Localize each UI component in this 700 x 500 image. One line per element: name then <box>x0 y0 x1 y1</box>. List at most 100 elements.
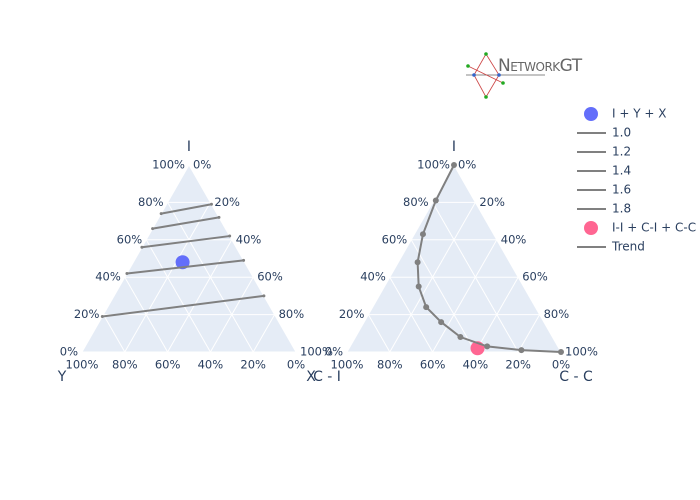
data-point <box>451 162 457 168</box>
plot-area <box>82 165 296 352</box>
grid-line <box>389 202 476 353</box>
legend-label: Trend <box>611 240 645 254</box>
b-tick-label: 0% <box>287 358 305 372</box>
data-point <box>414 259 421 266</box>
series-line <box>126 259 244 275</box>
a-axis-title: I <box>452 139 456 155</box>
ternary-plot: 0%20%40%60%80%100%0%20%40%60%80%100%0%20… <box>313 139 598 385</box>
legend-label: 1.4 <box>612 164 631 178</box>
legend-label: 1.8 <box>612 202 631 216</box>
b-tick-label: 20% <box>505 358 531 372</box>
legend-item: 1.2 <box>577 145 631 159</box>
a-tick-label: 80% <box>138 195 164 209</box>
b-tick-label: 60% <box>155 358 181 372</box>
data-point <box>432 197 439 204</box>
a-tick-label: 0% <box>325 345 343 359</box>
a-tick-label: 60% <box>382 232 408 246</box>
grid-line <box>517 314 541 353</box>
c-tick-label: 40% <box>236 232 262 246</box>
series-line <box>160 203 212 215</box>
data-point <box>209 202 213 206</box>
plot-area <box>347 165 561 352</box>
a-tick-label: 40% <box>360 270 386 284</box>
c-tick-label: 20% <box>479 195 505 209</box>
legend-label: 1.2 <box>612 145 631 159</box>
b-axis-title: C - I <box>313 369 341 385</box>
logo-line <box>485 74 500 98</box>
legend-label: 1.6 <box>612 183 631 197</box>
c-tick-label: 40% <box>501 232 527 246</box>
grid-line <box>453 164 562 353</box>
data-point <box>125 271 129 275</box>
logo-text: NetworkGT <box>498 56 583 76</box>
c-tick-label: 100% <box>565 345 598 359</box>
b-tick-label: 60% <box>420 358 446 372</box>
data-point <box>484 343 491 350</box>
logo-line <box>467 65 504 84</box>
data-point <box>419 231 426 238</box>
b-tick-label: 40% <box>463 358 489 372</box>
c-tick-label: 60% <box>522 270 548 284</box>
data-point <box>518 347 525 354</box>
a-tick-label: 40% <box>95 270 121 284</box>
logo-node <box>484 52 488 56</box>
grid-line <box>167 239 233 353</box>
legend-label: I-I + C-I + C-C <box>612 221 696 235</box>
grid-line <box>432 239 498 353</box>
grid-line <box>124 202 211 353</box>
b-tick-label: 100% <box>331 358 364 372</box>
legend-label: 1.0 <box>612 126 631 140</box>
legend-item: I-I + C-I + C-C <box>584 221 696 235</box>
a-tick-label: 80% <box>403 195 429 209</box>
series-line <box>152 216 220 230</box>
logo-line <box>473 74 487 98</box>
data-point <box>423 304 430 311</box>
a-axis-title: I <box>187 139 191 155</box>
c-tick-label: 20% <box>214 195 240 209</box>
b-tick-label: 40% <box>198 358 224 372</box>
logo-node <box>484 95 488 99</box>
data-point <box>228 234 232 238</box>
data-point <box>242 258 246 262</box>
legend-item: I + Y + X <box>584 107 666 121</box>
c-axis-title: X <box>306 369 316 385</box>
grid-line <box>252 314 276 353</box>
b-tick-label: 100% <box>66 358 99 372</box>
grid-line <box>346 164 455 353</box>
grid-line <box>102 314 126 353</box>
legend-item: 1.4 <box>577 164 631 178</box>
logo: NetworkGT <box>466 52 583 99</box>
grid-line <box>188 164 297 353</box>
logo-line <box>485 53 500 76</box>
c-tick-label: 80% <box>279 307 305 321</box>
b-tick-label: 80% <box>377 358 403 372</box>
data-point <box>262 294 266 298</box>
legend-marker <box>584 221 598 235</box>
data-point <box>457 334 464 341</box>
legend-marker <box>584 107 598 121</box>
data-point <box>100 314 104 318</box>
a-tick-label: 0% <box>60 345 78 359</box>
b-tick-label: 20% <box>240 358 266 372</box>
a-tick-label: 100% <box>152 158 185 172</box>
b-axis-title: Y <box>57 369 67 385</box>
legend-item: 1.0 <box>577 126 631 140</box>
data-point <box>217 215 221 219</box>
c-tick-label: 0% <box>193 158 211 172</box>
logo-node <box>472 73 476 77</box>
ternary-plot: 0%20%40%60%80%100%0%20%40%60%80%100%0%20… <box>57 139 333 385</box>
c-tick-label: 0% <box>458 158 476 172</box>
c-axis-title: C - C <box>559 369 593 385</box>
c-tick-label: 80% <box>544 307 570 321</box>
logo-node <box>497 73 501 77</box>
grid-line <box>410 239 476 353</box>
data-point <box>415 283 422 290</box>
grid-line <box>209 276 254 353</box>
data-point <box>140 245 144 249</box>
grid-line <box>81 164 190 353</box>
a-tick-label: 20% <box>74 307 100 321</box>
c-tick-label: 100% <box>300 345 333 359</box>
